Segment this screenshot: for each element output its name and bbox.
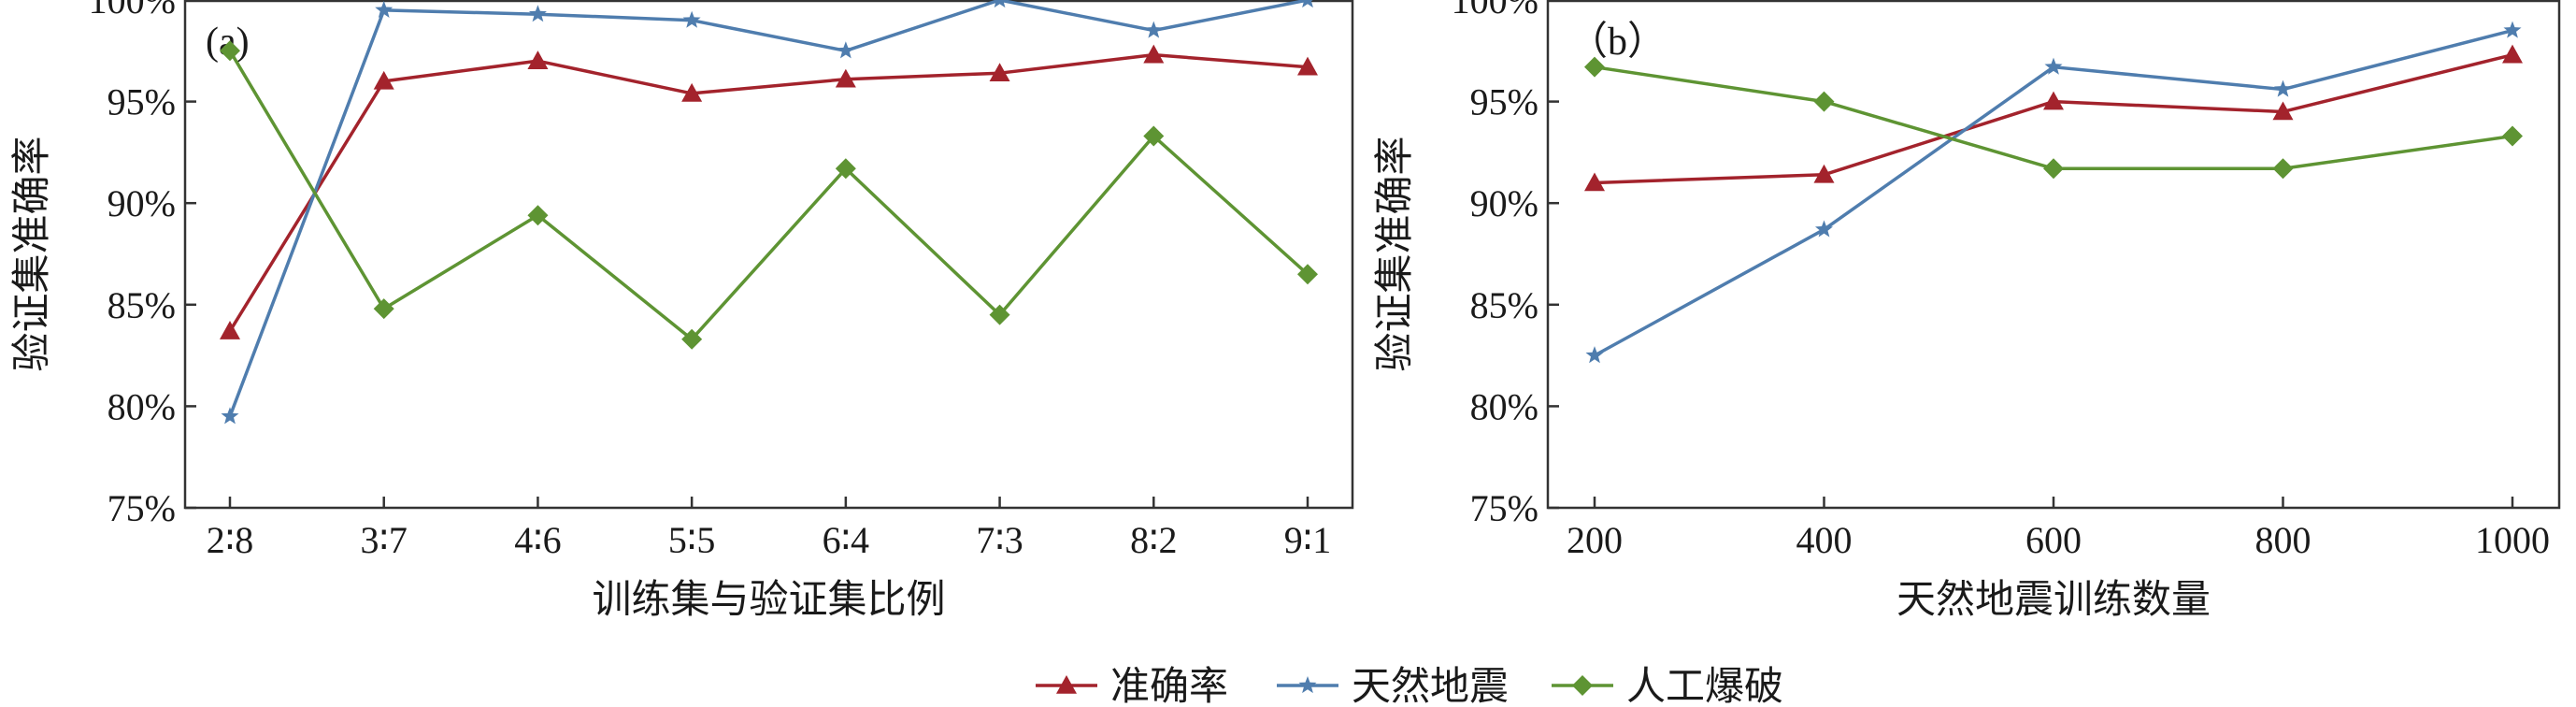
panel-a-y-axis-title: 验证集准确率 [10,136,54,371]
panel-b-label: （b） [1568,21,1667,64]
panel-b-x-tick-label: 600 [2025,519,2082,561]
panel-b-natural-point [2273,79,2293,97]
panel-b-y-axis-title: 验证集准确率 [1373,136,1417,371]
panel-b-y-tick-label: 95% [1470,81,1538,123]
panel-a-explosion-point [1143,125,1165,147]
panel-a-natural-point [528,5,547,22]
legend-item-explosion: 人工爆破 [1552,666,1783,707]
panel-a-y-tick-label: 85% [107,284,176,326]
panel-a-y-tick-label: 90% [107,182,176,224]
panel-b-natural-point [2503,21,2522,38]
legend-label: 准确率 [1110,665,1228,707]
panel-a-natural-point [682,10,701,28]
panel-b-accuracy-point [2043,91,2064,110]
panel-b-explosion-line [1594,65,2513,171]
panel-b-y-tick-label: 80% [1470,385,1538,427]
panel-b-accuracy-point [1813,164,1835,183]
panel-a-x-tick-label: 6∶4 [823,519,869,561]
panel-b-plot-frame [1546,0,2561,510]
panel-a-y-tick-label: 95% [107,81,176,123]
panel-b-natural-point [2044,57,2063,75]
panel-a-natural-point [375,0,394,18]
panel-b-accuracy-point [2502,44,2523,64]
panel-a-explosion-point [681,328,703,350]
panel-a-explosion-point [989,304,1010,325]
panel-a-natural-point [994,0,1006,8]
panel-a-x-tick-label: 9∶1 [1284,519,1331,561]
panel-a-natural-point [1144,21,1163,38]
chart-legend: 准确率 天然地震 人工爆破 [1036,665,1783,707]
panel-b-explosion-point [2043,158,2064,180]
panel-a-x-tick-label: 4∶6 [514,519,561,561]
panel-b-explosion-point [2502,125,2523,147]
panel-b-x-tick-label: 1000 [2475,519,2550,561]
panel-b-x-tick-label: 200 [1567,519,1623,561]
panel-a-explosion-point [527,205,549,226]
panel-a-chart: 75% 80% 85% 90% 95% 100% 2∶8 3∶7 4∶6 5∶5 6∶4 7∶3 8∶2… [10,0,1354,622]
legend-label: 天然地震 [1352,665,1509,707]
panel-a-accuracy-line [228,52,1309,332]
panel-b-y-tick-label: 90% [1470,182,1538,224]
panel-a-explosion-point [1297,264,1318,285]
panel-b-x-axis-title: 天然地震训练数量 [1896,578,2211,622]
panel-a-accuracy-point [835,68,856,88]
panel-a-y-tick-label: 100% [89,0,176,22]
panel-b-y-tick-label: 85% [1470,284,1538,326]
legend-swatch-marker [1572,675,1593,696]
panel-b-explosion-point [1813,91,1835,112]
panel-a-x-tick-label: 5∶5 [668,519,715,561]
panel-b-chart: 75% 80% 85% 90% 95% 100% 200 400 600 800 1000 天然地震训… [1373,0,2561,622]
panel-a-accuracy-point [373,70,394,90]
panel-a-explosion-line [228,50,1309,341]
panel-a-x-tick-label: 7∶3 [976,519,1023,561]
panel-b-natural-line [1594,28,2513,357]
panel-a-explosion-point [220,40,240,62]
panel-b-explosion-point [1584,56,1605,78]
panel-a-x-tick-label: 3∶7 [361,519,408,561]
panel-a-natural-point [837,41,855,59]
panel-b-x-tick-label: 400 [1796,519,1853,561]
panel-a-natural-line [228,0,1309,417]
panel-b-explosion-point [2272,158,2294,180]
panel-a-natural-point [1302,0,1313,8]
panel-a-accuracy-point [527,50,549,69]
panel-a-natural-point [221,407,239,425]
panel-a-x-tick-label: 8∶2 [1130,519,1177,561]
legend-item-natural: 天然地震 [1277,665,1509,707]
panel-b-y-tick-label: 100% [1452,0,1538,22]
panel-a-accuracy-point [989,63,1010,81]
panel-b-x-tick-label: 800 [2255,519,2311,561]
legend-label: 人工爆破 [1626,666,1783,707]
panel-a-x-axis-title: 训练集与验证集比例 [592,578,945,622]
panel-a-accuracy-point [220,321,240,339]
panel-b-accuracy-point [1584,172,1605,192]
panel-a-y-tick-label: 75% [107,487,176,529]
panel-a-y-tick-label: 80% [107,385,176,427]
panel-a-explosion-point [835,158,856,180]
panel-b-natural-point [1814,220,1834,238]
panel-a-accuracy-point [1143,44,1165,64]
panel-b-natural-point [1585,346,1604,364]
panel-a-accuracy-point [1297,56,1318,76]
panel-a-explosion-point [373,298,394,320]
legend-item-accuracy: 准确率 [1036,665,1228,707]
panel-a-plot-frame [183,0,1354,510]
panel-b-accuracy-point [2272,101,2294,121]
panel-b-y-tick-label: 75% [1470,487,1538,529]
legend-swatch-marker [1056,675,1077,694]
panel-a-x-tick-label: 2∶8 [207,519,253,561]
panel-a-accuracy-point [681,82,703,102]
legend-swatch-marker [1298,676,1317,694]
